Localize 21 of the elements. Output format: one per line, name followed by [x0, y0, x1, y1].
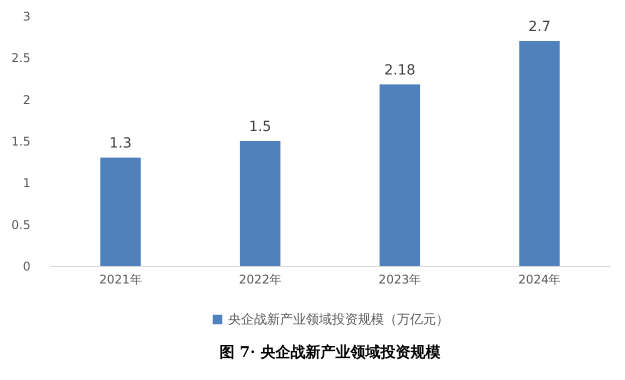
y-tick-label: 3 — [22, 10, 30, 24]
y-tick-label: 0 — [22, 260, 30, 274]
y-tick-label: 0.5 — [11, 218, 30, 232]
x-tick-label: 2023年 — [378, 272, 422, 286]
y-tick-label: 1 — [22, 176, 30, 190]
legend-label: 央企战新产业领域投资规模（万亿元） — [228, 312, 449, 328]
data-label: 1.3 — [109, 136, 132, 152]
x-tick-label: 2024年 — [518, 272, 561, 286]
data-label: 2.18 — [384, 62, 416, 78]
data-label: 1.5 — [249, 119, 272, 135]
text: 图 7· 央企战新产业领域投资规模 — [219, 343, 442, 361]
y-tick-label: 2.5 — [11, 51, 30, 66]
bar — [519, 41, 560, 266]
y-tick-label: 2 — [22, 92, 30, 107]
data-label: 2.7 — [528, 19, 551, 35]
x-tick-label: 2022年 — [238, 272, 282, 286]
bar — [380, 84, 420, 266]
bar — [100, 158, 141, 266]
x-tick-label: 2021年 — [99, 272, 142, 286]
bar — [240, 141, 280, 266]
y-tick-label: 1.5 — [11, 134, 30, 148]
